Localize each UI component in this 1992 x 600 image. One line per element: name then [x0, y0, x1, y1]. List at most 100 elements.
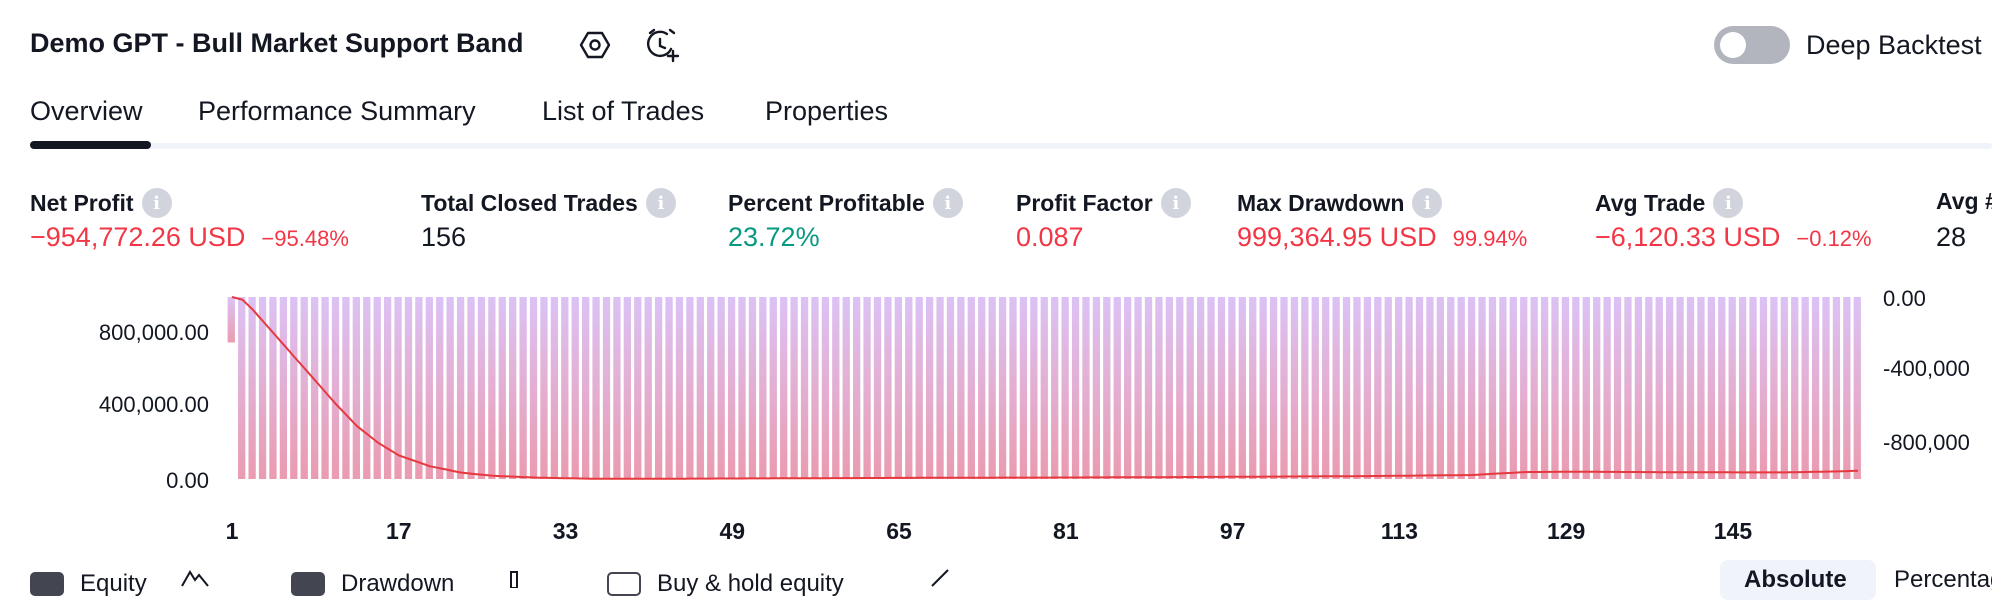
- metric-max-drawdown-value: 999,364.95 USD 99.94%: [1237, 222, 1527, 253]
- hexagon-settings-icon[interactable]: [575, 25, 615, 65]
- drawdown-bar: [957, 297, 965, 479]
- drawdown-bar: [1113, 297, 1121, 479]
- drawdown-bar: [1780, 297, 1788, 479]
- legend-equity-label: Equity: [80, 570, 147, 597]
- drawdown-bar: [1770, 297, 1778, 479]
- drawdown-bar: [550, 297, 559, 479]
- drawdown-bar: [1853, 297, 1861, 479]
- drawdown-bar: [1301, 297, 1309, 479]
- tab-performance-summary[interactable]: Performance Summary: [198, 96, 476, 126]
- drawdown-bar: [321, 297, 329, 479]
- info-icon[interactable]: i: [1713, 188, 1744, 218]
- drawdown-bar: [1228, 297, 1236, 479]
- drawdown-bar: [383, 297, 392, 479]
- alarm-clock-plus-icon[interactable]: [643, 25, 683, 65]
- metric-total-closed-trades-label: Total Closed Trades i: [421, 188, 676, 218]
- info-icon[interactable]: i: [1160, 188, 1191, 218]
- y-right-tick-label: 0.00: [1883, 286, 1926, 311]
- drawdown-bar: [436, 297, 444, 479]
- info-icon[interactable]: i: [141, 188, 172, 218]
- drawdown-bar: [425, 297, 433, 479]
- tab-overview[interactable]: Overview: [30, 96, 143, 126]
- drawdown-bar: [644, 297, 652, 479]
- legend-buyhold-label: Buy & hold equity: [657, 570, 844, 597]
- drawdown-bar: [456, 297, 465, 479]
- strategy-title: Demo GPT - Bull Market Support Band: [30, 28, 524, 58]
- drawdown-bar: [1259, 297, 1267, 479]
- metric-value-text: 23.72%: [728, 222, 820, 252]
- info-icon[interactable]: i: [645, 188, 676, 218]
- scale-option-percentage[interactable]: Percentage: [1894, 566, 1992, 593]
- drawdown-bar: [363, 297, 371, 479]
- drawdown-bar: [811, 297, 819, 479]
- bar-icon: [510, 571, 518, 588]
- deep-backtest-toggle[interactable]: [1714, 26, 1790, 64]
- drawdown-bar: [821, 297, 830, 479]
- drawdown-bar: [269, 297, 277, 479]
- tab-properties[interactable]: Properties: [765, 96, 889, 126]
- mountain-icon: [181, 570, 209, 587]
- x-tick-label: 113: [1380, 518, 1418, 544]
- drawdown-bar: [623, 297, 631, 479]
- drawdown-bar: [894, 297, 902, 479]
- drawdown-bar: [1572, 297, 1580, 479]
- scale-toggle[interactable]: Absolute: [1720, 560, 1876, 600]
- drawdown-bar: [1311, 297, 1319, 479]
- drawdown-bar: [1499, 297, 1507, 479]
- drawdown-bar: [1374, 297, 1382, 479]
- drawdown-bar: [1363, 297, 1372, 479]
- drawdown-bar: [1269, 297, 1278, 479]
- metric-value-text: −6,120.33 USD: [1595, 222, 1781, 252]
- metric-sub-text: −95.48%: [261, 226, 349, 251]
- drawdown-bar: [686, 297, 694, 479]
- drawdown-bar: [936, 297, 944, 479]
- legend-buyhold-swatch[interactable]: [607, 572, 641, 596]
- drawdown-bar: [832, 297, 840, 479]
- deep-backtest-label: Deep Backtest: [1806, 30, 1982, 60]
- drawdown-bar: [780, 297, 788, 479]
- drawdown-bar: [1009, 297, 1017, 479]
- drawdown-bar: [946, 297, 955, 479]
- drawdown-bar: [853, 297, 861, 479]
- metric-percent-profitable-label: Percent Profitable i: [728, 188, 963, 218]
- metric-total-closed-trades-value: 156: [421, 222, 466, 253]
- drawdown-bar: [988, 297, 996, 479]
- x-tick-label: 145: [1713, 518, 1753, 544]
- drawdown-bar: [509, 297, 517, 479]
- info-icon[interactable]: i: [1412, 188, 1443, 218]
- metric-net-profit-label: Net Profit i: [30, 188, 172, 218]
- drawdown-bar: [654, 297, 663, 479]
- drawdown-bar: [1749, 297, 1757, 479]
- metric-value-text: 999,364.95 USD: [1237, 222, 1437, 252]
- metric-label-text: Max Drawdown: [1237, 189, 1405, 216]
- metric-value-text: 28: [1936, 222, 1967, 252]
- x-tick-label: 17: [385, 518, 412, 544]
- x-tick-label: 65: [886, 518, 912, 544]
- scale-option-absolute[interactable]: Absolute: [1744, 566, 1847, 593]
- drawdown-bar: [1082, 297, 1090, 479]
- drawdown-bar: [842, 297, 850, 479]
- legend-drawdown-swatch[interactable]: [291, 572, 325, 596]
- drawdown-bar: [863, 297, 871, 479]
- metric-value-text: 156: [421, 222, 467, 252]
- y-left-tick-label: 800,000.00: [98, 320, 209, 345]
- drawdown-bar: [1436, 297, 1444, 479]
- metric-profit-factor-value: 0.087: [1016, 222, 1084, 253]
- drawdown-bar: [1520, 297, 1528, 479]
- drawdown-bar: [1561, 297, 1570, 479]
- tab-list-of-trades[interactable]: List of Trades: [542, 96, 705, 126]
- legend-equity-swatch[interactable]: [30, 572, 64, 596]
- metric-profit-factor-label: Profit Factor i: [1016, 188, 1191, 218]
- info-icon[interactable]: i: [932, 188, 963, 218]
- drawdown-bar: [1426, 297, 1434, 479]
- drawdown-bar: [1092, 297, 1101, 479]
- metric-sub-text: 99.94%: [1452, 226, 1528, 251]
- drawdown-bar: [1551, 297, 1559, 479]
- drawdown-bar: [1217, 297, 1226, 479]
- drawdown-bar: [1582, 297, 1590, 479]
- metric-label-text: Net Profit: [30, 189, 134, 216]
- drawdown-bar: [540, 297, 548, 479]
- drawdown-bar: [394, 297, 402, 479]
- x-tick-label: 1: [225, 518, 239, 544]
- drawdown-bar: [1655, 297, 1663, 479]
